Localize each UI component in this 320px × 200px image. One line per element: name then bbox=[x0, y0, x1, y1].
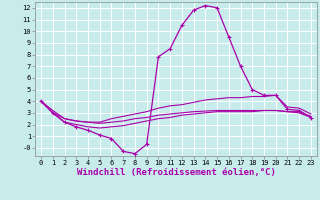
X-axis label: Windchill (Refroidissement éolien,°C): Windchill (Refroidissement éolien,°C) bbox=[76, 168, 276, 177]
